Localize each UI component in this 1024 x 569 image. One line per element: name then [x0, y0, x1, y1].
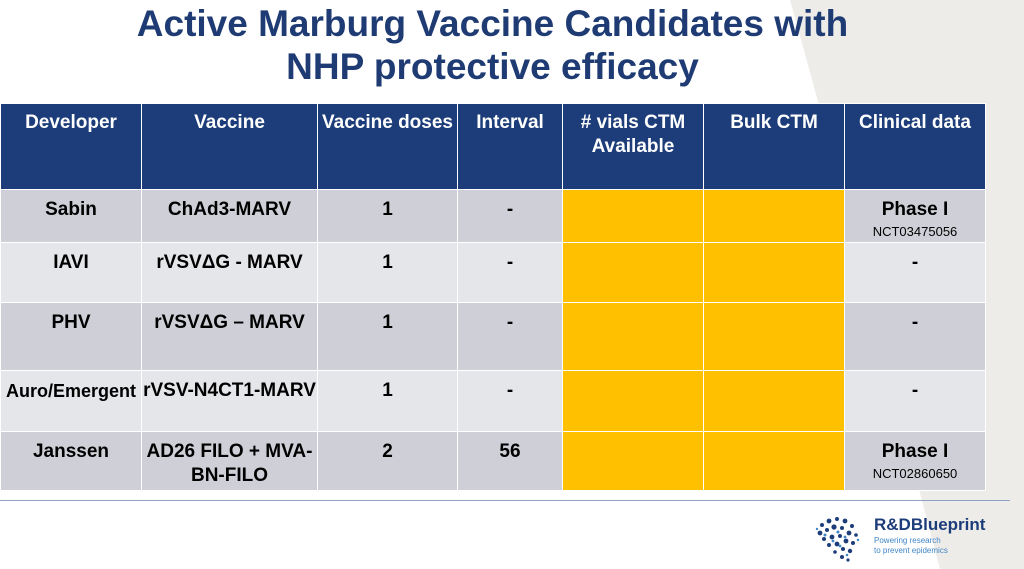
vaccine-table: Developer Vaccine Vaccine doses Interval… [0, 103, 986, 491]
footer-divider [0, 500, 1010, 501]
logo-name: R&DBlueprint [874, 515, 986, 534]
clinical-phase: Phase I [881, 199, 949, 220]
header-developer: Developer [0, 103, 142, 190]
cell-vials-ctm [562, 302, 704, 371]
cell-clinical: - [844, 370, 986, 432]
clinical-phase: - [911, 380, 919, 401]
header-bulk-ctm: Bulk CTM [703, 103, 845, 190]
rd-blueprint-logo: R&DBlueprint Powering research to preven… [874, 514, 1019, 556]
cell-doses: 1 [317, 242, 458, 303]
rd-blueprint-globe-icon [815, 517, 860, 562]
cell-doses: 1 [317, 189, 458, 243]
cell-interval: - [457, 302, 563, 371]
cell-developer: Janssen [0, 431, 142, 491]
cell-doses: 2 [317, 431, 458, 491]
logo-tagline-1: Powering research [874, 536, 941, 545]
title-line-2: NHP protective efficacy [286, 46, 699, 87]
header-interval: Interval [457, 103, 563, 190]
clinical-trial-id: NCT02860650 [872, 466, 958, 481]
cell-clinical: - [844, 242, 986, 303]
cell-bulk-ctm [703, 302, 845, 371]
logo-tagline-2: to prevent epidemics [874, 546, 948, 555]
slide-title: Active Marburg Vaccine Candidates with N… [0, 2, 985, 88]
cell-vaccine: rVSV-N4CT1-MARV [141, 370, 318, 432]
cell-vaccine: AD26 FILO + MVA-BN-FILO [141, 431, 318, 491]
cell-vaccine: rVSVΔG – MARV [141, 302, 318, 371]
cell-developer: Auro/Emergent [0, 370, 142, 432]
cell-clinical: Phase I NCT03475056 [844, 189, 986, 243]
cell-clinical: - [844, 302, 986, 371]
cell-bulk-ctm [703, 431, 845, 491]
clinical-trial-id: NCT03475056 [872, 224, 958, 239]
cell-vaccine: ChAd3-MARV [141, 189, 318, 243]
cell-interval: - [457, 370, 563, 432]
cell-bulk-ctm [703, 370, 845, 432]
cell-bulk-ctm [703, 242, 845, 303]
table-row: Sabin ChAd3-MARV 1 - Phase I NCT03475056 [0, 189, 986, 243]
clinical-phase: Phase I [881, 441, 949, 462]
header-vaccine: Vaccine [141, 103, 318, 190]
clinical-phase: - [911, 312, 919, 333]
cell-doses: 1 [317, 302, 458, 371]
cell-vials-ctm [562, 242, 704, 303]
cell-doses: 1 [317, 370, 458, 432]
cell-developer: Sabin [0, 189, 142, 243]
cell-developer: IAVI [0, 242, 142, 303]
cell-interval: 56 [457, 431, 563, 491]
header-vials-ctm: # vials CTM Available [562, 103, 704, 190]
cell-vials-ctm [562, 370, 704, 432]
cell-developer: PHV [0, 302, 142, 371]
table-row: IAVI rVSVΔG - MARV 1 - - [0, 242, 986, 303]
table-row: Janssen AD26 FILO + MVA-BN-FILO 2 56 Pha… [0, 431, 986, 491]
header-vaccine-doses: Vaccine doses [317, 103, 458, 190]
cell-vials-ctm [562, 189, 704, 243]
header-clinical-data: Clinical data [844, 103, 986, 190]
table-row: PHV rVSVΔG – MARV 1 - - [0, 302, 986, 371]
cell-interval: - [457, 189, 563, 243]
cell-clinical: Phase I NCT02860650 [844, 431, 986, 491]
cell-vaccine: rVSVΔG - MARV [141, 242, 318, 303]
clinical-phase: - [911, 252, 919, 273]
table-header-row: Developer Vaccine Vaccine doses Interval… [0, 103, 986, 190]
cell-bulk-ctm [703, 189, 845, 243]
table-row: Auro/Emergent rVSV-N4CT1-MARV 1 - - [0, 370, 986, 432]
cell-vials-ctm [562, 431, 704, 491]
cell-interval: - [457, 242, 563, 303]
title-line-1: Active Marburg Vaccine Candidates with [136, 3, 849, 44]
